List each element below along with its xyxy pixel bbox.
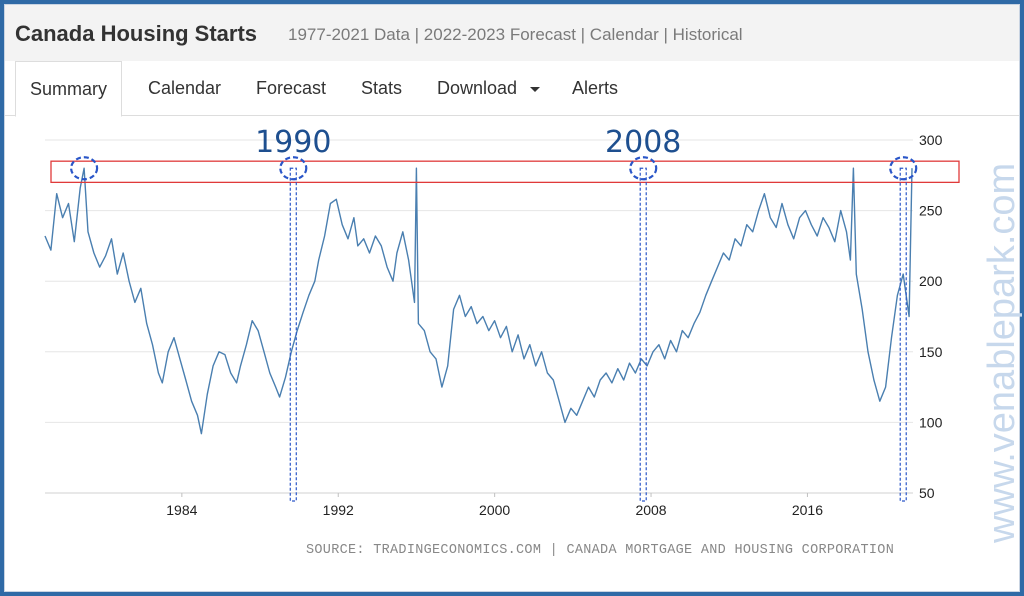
peak-circle-4 xyxy=(279,156,308,181)
tab-summary[interactable]: Summary xyxy=(15,61,123,117)
peak-marker-9 xyxy=(899,167,907,502)
peak-circle-3 xyxy=(69,156,99,181)
y-tick-label-150: 150 xyxy=(919,344,943,360)
tab-bar: Summary Calendar Forecast Stats Download… xyxy=(5,61,1019,117)
tab-alerts-label: Alerts xyxy=(572,78,619,98)
peak-marker-8 xyxy=(639,167,647,502)
housing-starts-chart: 50 100 150 200 250 300 1984 1992 2000 2008 2016 199… xyxy=(44,125,960,518)
tab-alerts[interactable]: Alerts xyxy=(572,61,618,115)
peak-circle-5 xyxy=(629,156,658,181)
x-tick-label-1992: 1992 xyxy=(323,502,354,518)
tab-download-label: Download xyxy=(437,78,518,98)
y-tick-label-200: 200 xyxy=(919,273,943,289)
tab-stats-label: Stats xyxy=(361,78,403,98)
tab-forecast[interactable]: Forecast xyxy=(256,61,326,115)
chevron-down-icon xyxy=(530,86,541,92)
page-header: Canada Housing Starts 1977-2021 Data | 2… xyxy=(5,5,1019,62)
watermark-text: www.venablepark.com xyxy=(981,163,1023,543)
x-tick-label-2000: 2000 xyxy=(479,502,510,518)
tab-forecast-label: Forecast xyxy=(256,78,327,98)
x-tick-label-2008: 2008 xyxy=(635,502,666,518)
x-tick-label-2016: 2016 xyxy=(792,502,823,518)
tab-summary-label: Summary xyxy=(30,79,108,99)
widget-frame: Canada Housing Starts 1977-2021 Data | 2… xyxy=(4,4,1023,592)
tab-calendar-label: Calendar xyxy=(148,78,222,98)
peak-marker-7 xyxy=(289,167,297,502)
annotation-label-2008: 2008 xyxy=(605,125,681,160)
source-note: SOURCE: TRADINGECONOMICS.COM | CANADA MO… xyxy=(306,543,895,558)
series-line-0 xyxy=(44,167,913,435)
page-title: Canada Housing Starts xyxy=(15,21,258,46)
tab-download[interactable]: Download xyxy=(437,61,541,115)
peak-circle-6 xyxy=(889,156,918,181)
y-tick-label-300: 300 xyxy=(919,132,943,148)
y-tick-label-250: 250 xyxy=(919,203,943,219)
tab-calendar[interactable]: Calendar xyxy=(148,61,221,115)
x-tick-label-1984: 1984 xyxy=(166,502,197,518)
y-tick-label-100: 100 xyxy=(919,414,943,430)
highlight-band xyxy=(50,160,960,184)
annotation-label-1990: 1990 xyxy=(255,125,331,160)
watermark: www.venablepark.com xyxy=(981,163,1023,543)
page-subtitle[interactable]: 1977-2021 Data | 2022-2023 Forecast | Ca… xyxy=(288,25,743,44)
tab-stats[interactable]: Stats xyxy=(361,61,402,115)
y-tick-label-50: 50 xyxy=(919,485,935,501)
